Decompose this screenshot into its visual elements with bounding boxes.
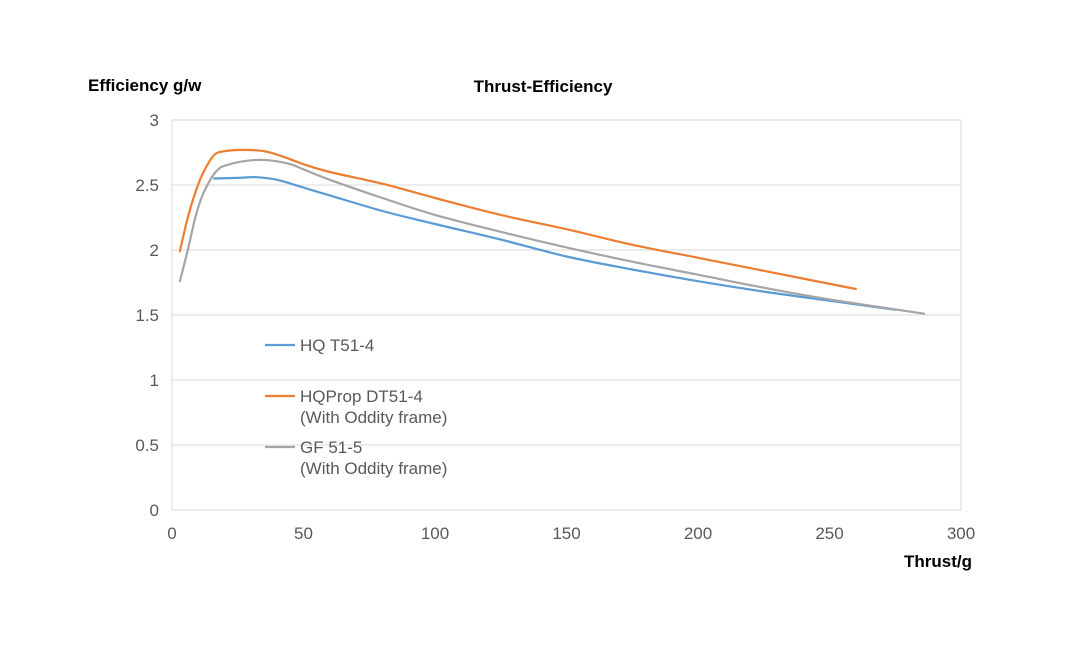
y-tick-label: 2.5 <box>135 176 159 195</box>
legend-entry: GF 51-5 (With Oddity frame) <box>265 438 447 478</box>
y-tick-label: 1 <box>150 371 159 390</box>
x-axis-title: Thrust/g <box>904 552 972 571</box>
x-tick-label: 100 <box>421 524 449 543</box>
y-tick-label: 0.5 <box>135 436 159 455</box>
series-line-hqprop-dt51-4 <box>178 148 857 291</box>
y-tick-label: 0 <box>150 501 159 520</box>
x-tick-label: 300 <box>947 524 975 543</box>
legend-entry: HQ T51-4 <box>265 336 374 355</box>
x-tick-label: 200 <box>684 524 712 543</box>
y-tick-label: 3 <box>150 111 159 130</box>
series-layer <box>178 148 926 315</box>
series-line-gf-51-5 <box>178 158 926 315</box>
plot-area-frame <box>171 119 962 511</box>
series-line-hq-t51-4 <box>212 176 897 311</box>
legend-label: HQProp DT51-4 <box>300 387 423 406</box>
y-tick-label: 2 <box>150 241 159 260</box>
grid-layer <box>172 119 961 511</box>
x-tick-label: 0 <box>167 524 176 543</box>
legend-label: GF 51-5 <box>300 438 362 457</box>
legend-label: (With Oddity frame) <box>300 459 447 478</box>
legend-label: (With Oddity frame) <box>300 408 447 427</box>
tick-layer: 0 0.5 1 1.5 2 2.5 3 0 50 100 150 200 250 300 <box>135 111 975 543</box>
legend: HQ T51-4 HQProp DT51-4 (With Oddity frame)… <box>265 336 447 478</box>
x-tick-label: 250 <box>815 524 843 543</box>
x-tick-label: 150 <box>552 524 580 543</box>
x-tick-label: 50 <box>294 524 313 543</box>
chart-title: Thrust-Efficiency <box>474 77 613 96</box>
y-tick-label: 1.5 <box>135 306 159 325</box>
legend-label: HQ T51-4 <box>300 336 374 355</box>
y-axis-title: Efficiency g/w <box>88 76 202 95</box>
legend-entry: HQProp DT51-4 (With Oddity frame) <box>265 387 447 427</box>
